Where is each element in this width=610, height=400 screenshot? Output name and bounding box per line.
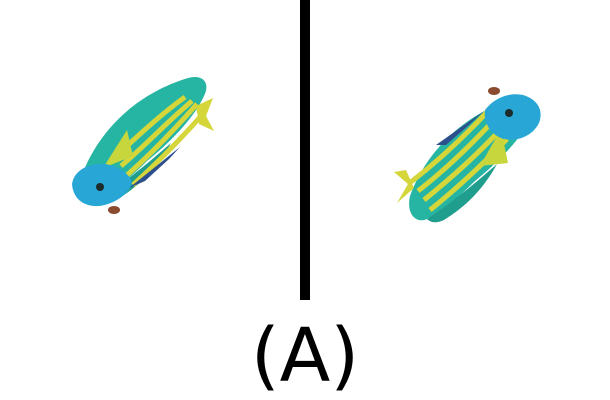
vertical-divider <box>300 0 310 300</box>
fish-mouth <box>108 206 120 214</box>
fish-pectoral-fin <box>103 130 133 168</box>
right-fish <box>394 87 541 223</box>
fish-head <box>484 94 541 140</box>
fish-icon <box>394 87 541 223</box>
fish-dorsal-fin <box>129 147 180 188</box>
left-fish <box>72 76 214 214</box>
fish-stripe <box>131 114 203 187</box>
fish-stripe <box>409 109 490 184</box>
fish-icon <box>72 76 214 214</box>
figure-caption: (A) <box>250 313 360 399</box>
fish-stripe <box>119 99 194 168</box>
fish-tail <box>394 170 414 203</box>
fish-dorsal-fin <box>436 111 484 145</box>
fish-pectoral-fin <box>480 129 508 166</box>
right-fish-panel <box>310 0 610 300</box>
fish-belly-shadow <box>427 164 497 223</box>
fish-tail <box>196 98 214 131</box>
fish-stripe <box>422 128 502 202</box>
left-fish-panel <box>0 0 300 300</box>
fish-stripe <box>124 102 199 178</box>
fish-mouth <box>488 87 500 95</box>
fish-stripe <box>416 118 496 193</box>
fish-eye <box>505 109 513 117</box>
fish-eye <box>96 183 104 191</box>
